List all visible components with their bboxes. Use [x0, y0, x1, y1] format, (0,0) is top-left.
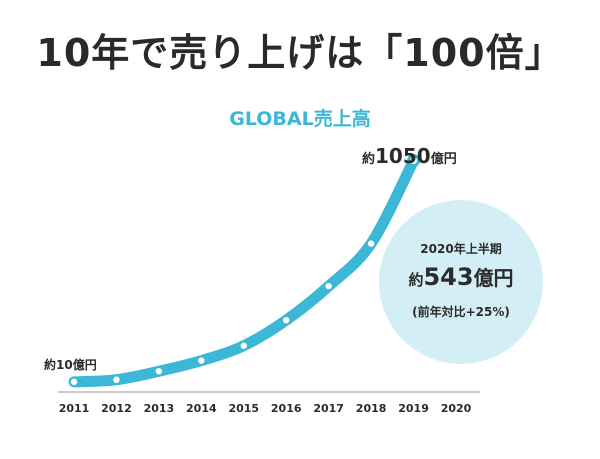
- highlight-bubble: 2020年上半期 約543億円 (前年対比+25%): [379, 200, 543, 364]
- x-tick-label: 2012: [101, 402, 132, 415]
- x-tick-label: 2013: [144, 402, 175, 415]
- data-point: [367, 240, 375, 247]
- x-tick-label: 2017: [313, 402, 344, 415]
- data-point: [198, 357, 205, 364]
- highlight-unit: 億円: [473, 266, 514, 290]
- data-point: [113, 376, 120, 383]
- x-tick-label: 2015: [228, 402, 259, 415]
- x-tick-label: 2014: [186, 402, 217, 415]
- x-tick-label: 2019: [398, 402, 429, 415]
- data-point: [155, 368, 163, 375]
- x-tick-label: 2020: [441, 402, 472, 415]
- x-tick-label: 2016: [271, 402, 302, 415]
- highlight-value: 543: [423, 263, 474, 291]
- end-value-prefix: 約: [362, 152, 376, 167]
- start-value-label: 約10億円: [44, 358, 97, 372]
- headline: 10年で売り上げは「100倍」: [36, 31, 564, 75]
- end-value-number: 1050: [375, 144, 431, 168]
- end-value-label: 約1050億円: [362, 144, 457, 168]
- data-point: [407, 154, 421, 168]
- data-point: [240, 342, 247, 349]
- data-point: [283, 316, 290, 324]
- highlight-period: 2020年上半期: [420, 242, 502, 256]
- x-tick-label: 2011: [59, 402, 90, 415]
- highlight-growth: (前年対比+25%): [412, 305, 510, 319]
- x-tick-label: 2018: [356, 402, 387, 415]
- chart-title: GLOBAL売上高: [229, 108, 371, 130]
- highlight-prefix: 約: [408, 271, 424, 289]
- end-value-unit: 億円: [430, 152, 457, 167]
- data-point: [325, 282, 332, 290]
- data-point: [70, 378, 78, 386]
- highlight-amount: 約543億円: [379, 262, 543, 291]
